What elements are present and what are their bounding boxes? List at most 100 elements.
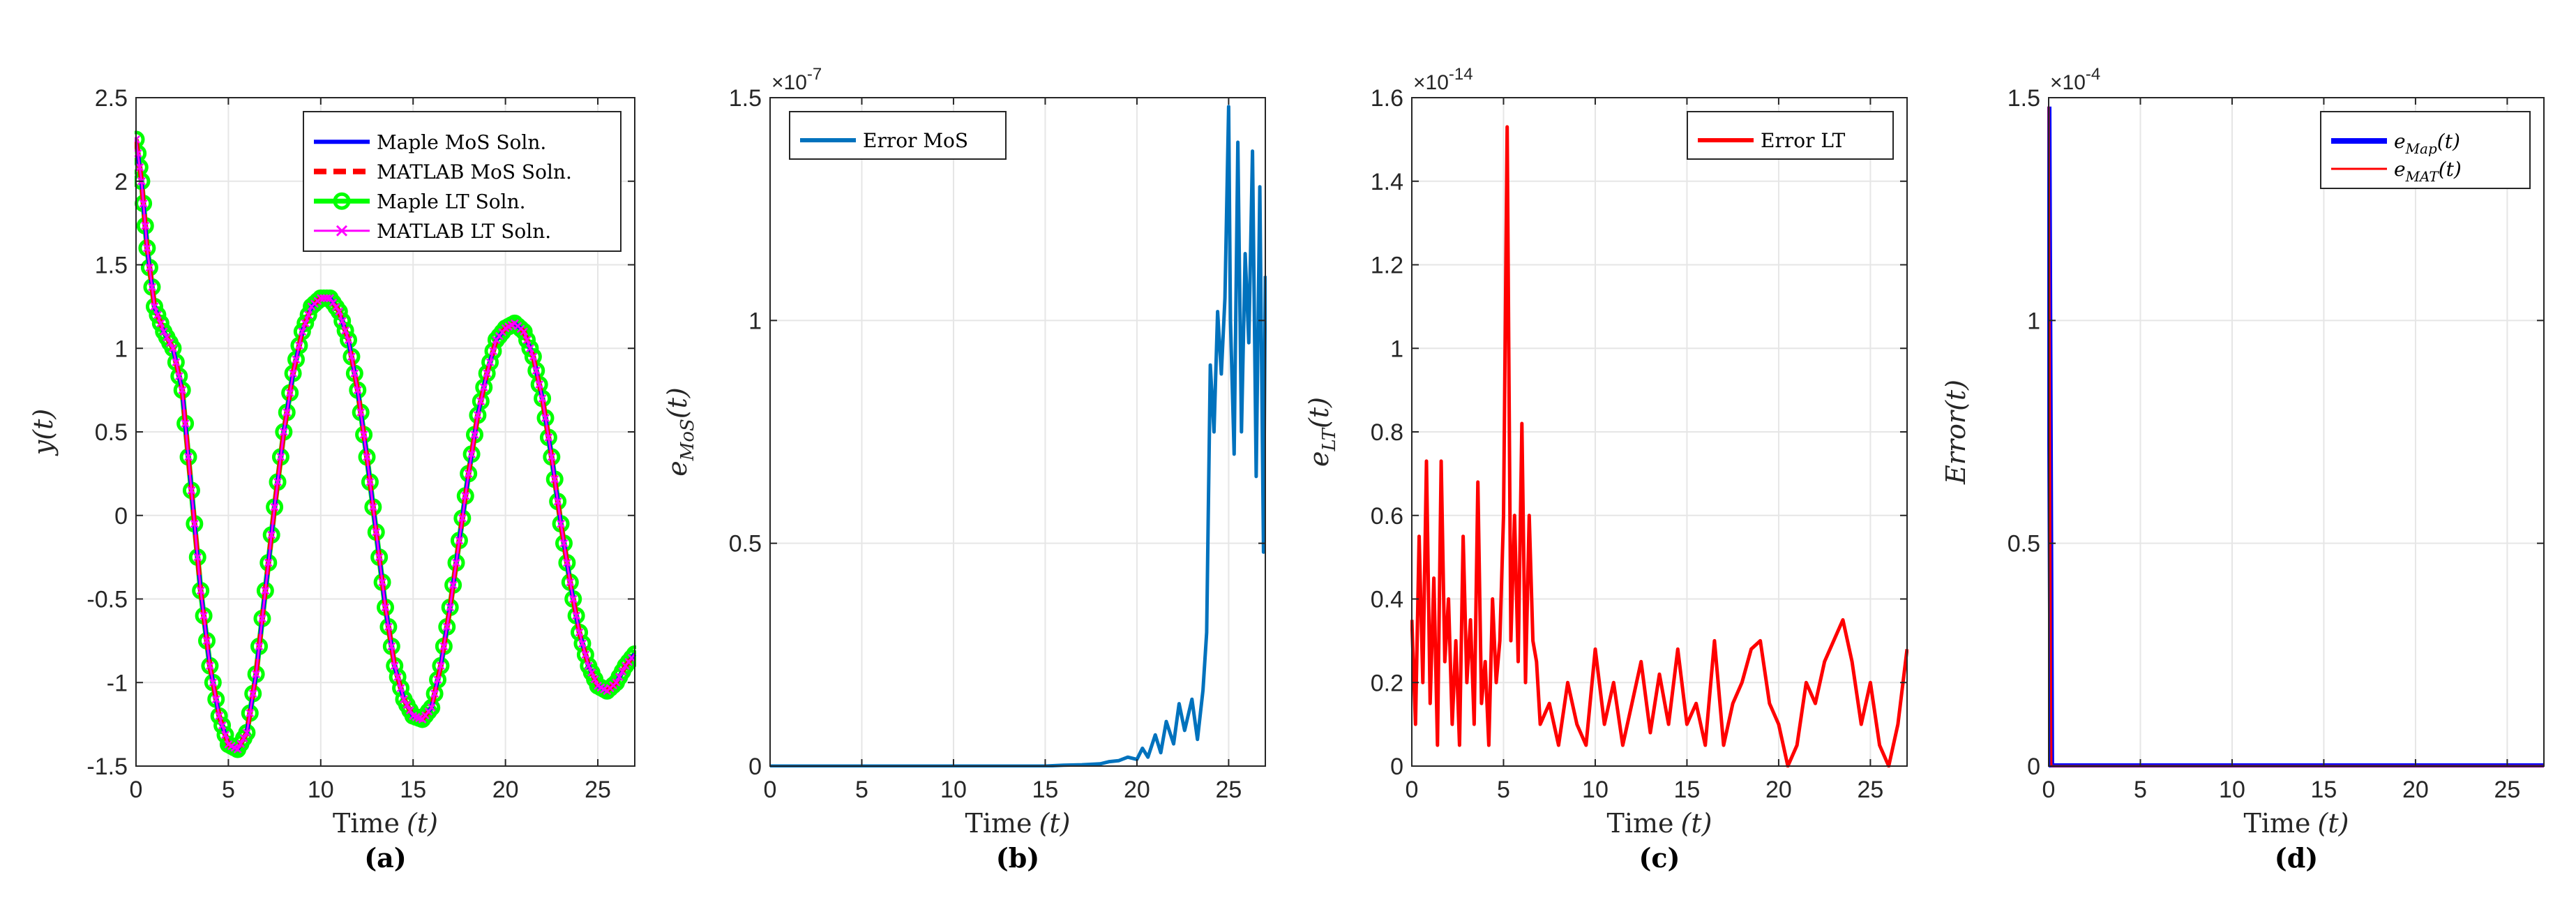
marker-x bbox=[270, 502, 279, 511]
marker-x bbox=[479, 383, 488, 392]
marker-x bbox=[347, 352, 356, 361]
marker-x bbox=[485, 358, 495, 367]
marker-x bbox=[378, 578, 386, 587]
panel-caption: (a) bbox=[364, 842, 407, 874]
axis-exponent: ×10-4 bbox=[2050, 65, 2100, 94]
y-tick-label: 1 bbox=[748, 308, 762, 334]
legend-label: Error MoS bbox=[863, 129, 968, 152]
exponent-base: ×10 bbox=[771, 71, 807, 94]
marker-x bbox=[538, 394, 547, 403]
marker-x bbox=[261, 586, 270, 595]
x-tick-label: 10 bbox=[1582, 777, 1609, 803]
series-error-lt-line bbox=[1410, 125, 1908, 767]
marker-x bbox=[329, 298, 338, 307]
y-axis-label-tail: (t) bbox=[662, 387, 693, 419]
x-tick-label: 0 bbox=[2042, 777, 2056, 803]
marker-x bbox=[368, 502, 377, 511]
x-tick-label: 20 bbox=[1124, 777, 1150, 803]
y-axis-label: eMoS(t) bbox=[662, 387, 698, 477]
marker-x bbox=[187, 486, 196, 495]
marker-x bbox=[559, 539, 568, 548]
x-tick-label: 25 bbox=[1215, 777, 1242, 803]
marker-x bbox=[233, 745, 242, 754]
series-group bbox=[135, 130, 636, 758]
marker-x bbox=[402, 701, 412, 710]
axis-exponent: ×10-7 bbox=[771, 65, 822, 94]
x-axis-label: Time (t) bbox=[333, 808, 438, 839]
marker-x bbox=[209, 678, 218, 687]
x-tick-label: 5 bbox=[855, 777, 868, 803]
y-tick-label: 2 bbox=[114, 169, 128, 195]
marker-x bbox=[381, 603, 390, 612]
legend-label-tail: (t) bbox=[2437, 130, 2460, 153]
marker-x bbox=[474, 411, 482, 419]
x-axis-label-text: Time bbox=[333, 808, 400, 839]
y-tick-label: 1 bbox=[1390, 336, 1403, 362]
marker-x bbox=[316, 294, 325, 303]
y-axis-label-sub: LT bbox=[1319, 427, 1340, 451]
marker-x bbox=[283, 408, 292, 417]
x-tick-label: 25 bbox=[585, 777, 611, 803]
marker-x bbox=[384, 622, 393, 631]
marker-x bbox=[141, 221, 150, 230]
series-group bbox=[770, 105, 1267, 767]
x-axis-label-text: Time bbox=[2244, 808, 2311, 839]
exponent-base: ×10 bbox=[1413, 71, 1449, 94]
x-tick-label: 5 bbox=[222, 777, 235, 803]
legend-label: Maple LT Soln. bbox=[377, 190, 526, 213]
marker-x bbox=[568, 594, 578, 604]
marker-x bbox=[575, 628, 584, 637]
marker-x bbox=[236, 740, 245, 748]
marker-x bbox=[341, 326, 350, 335]
marker-x bbox=[430, 689, 439, 698]
legend-box bbox=[2320, 111, 2531, 189]
marker-x bbox=[541, 414, 550, 422]
y-tick-label: 0 bbox=[1390, 754, 1403, 780]
y-axis-label: y(t) bbox=[28, 409, 59, 456]
marker-x bbox=[143, 244, 151, 253]
x-tick-label: 5 bbox=[1497, 777, 1510, 803]
marker-x bbox=[279, 428, 288, 436]
marker-x bbox=[437, 661, 445, 670]
marker-x bbox=[319, 294, 329, 303]
marker-x bbox=[446, 603, 455, 612]
marker-x bbox=[248, 689, 257, 698]
marker-x bbox=[375, 553, 384, 562]
marker-x bbox=[489, 347, 497, 356]
y-tick-label: 0.5 bbox=[2008, 531, 2040, 557]
y-axis-label-text: e bbox=[1304, 451, 1334, 467]
x-tick-label: 20 bbox=[492, 777, 519, 803]
marker-x bbox=[304, 310, 313, 320]
marker-x bbox=[557, 519, 565, 528]
marker-x bbox=[181, 419, 190, 428]
marker-x bbox=[353, 386, 362, 395]
legend: Error MoS bbox=[789, 111, 1007, 160]
panel-a: 0 5 10 15 20 25 -1.5 -1 -0.5 0 0.5 1 1.5 2 2.5 Time (t)(… bbox=[28, 85, 636, 874]
y-tick-label: 1.4 bbox=[1371, 169, 1403, 195]
marker-x bbox=[218, 721, 227, 730]
x-axis-label: Time (t) bbox=[1607, 808, 1712, 839]
x-axis-label-text: Time bbox=[965, 808, 1032, 839]
series-group bbox=[1410, 125, 1908, 767]
marker-x bbox=[359, 430, 368, 439]
marker-x bbox=[442, 622, 451, 631]
marker-x bbox=[458, 514, 467, 523]
marker-x bbox=[338, 317, 347, 326]
legend-marker-x bbox=[336, 225, 348, 237]
y-tick-label: 0.5 bbox=[729, 531, 762, 557]
y-axis-label-sub: MoS bbox=[677, 419, 698, 461]
x-tick-label: 10 bbox=[940, 777, 967, 803]
y-tick-label: 0.2 bbox=[1371, 670, 1403, 696]
x-tick-label: 0 bbox=[1406, 777, 1419, 803]
legend-label-text: e bbox=[2394, 158, 2406, 181]
legend-box bbox=[303, 111, 622, 252]
marker-x bbox=[467, 450, 476, 458]
marker-x bbox=[331, 303, 340, 312]
marker-x bbox=[396, 684, 405, 693]
y-tick-label: 1.2 bbox=[1371, 253, 1403, 279]
marker-x bbox=[165, 338, 174, 347]
x-axis-label-var: (t) bbox=[2318, 808, 2349, 839]
marker-x bbox=[148, 283, 156, 292]
axes-box bbox=[769, 97, 1266, 767]
